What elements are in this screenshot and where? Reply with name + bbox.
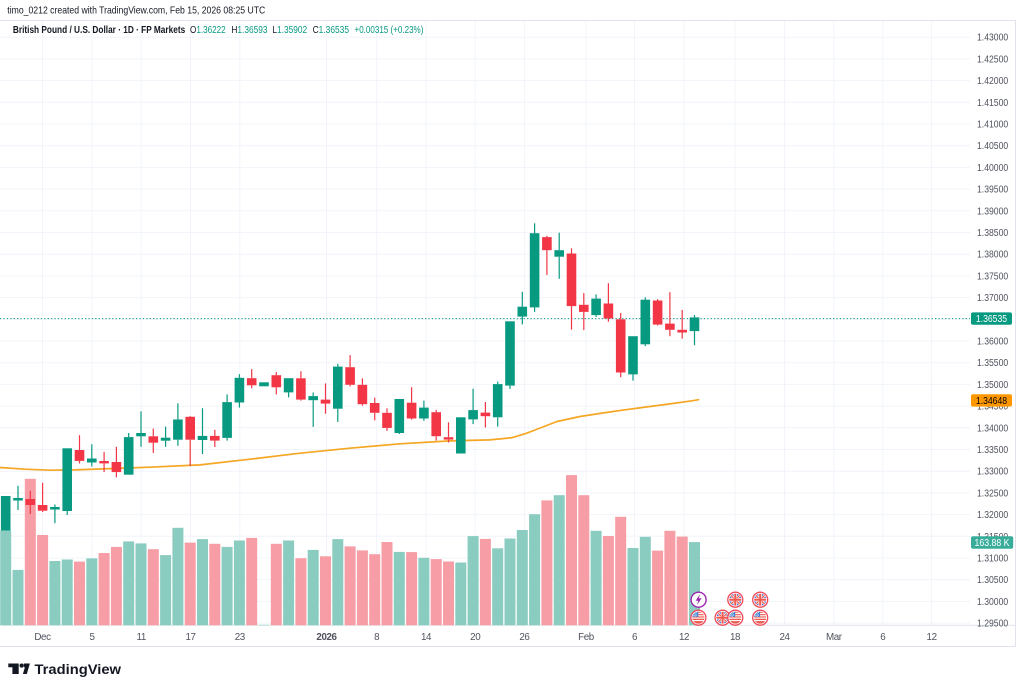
- svg-text:1.37000: 1.37000: [977, 293, 1009, 304]
- svg-text:14: 14: [421, 632, 432, 643]
- svg-text:163.88 K: 163.88 K: [975, 538, 1010, 549]
- svg-text:C1.36535: C1.36535: [313, 25, 350, 36]
- svg-text:Feb: Feb: [578, 632, 595, 643]
- svg-text:1.32000: 1.32000: [977, 510, 1009, 521]
- svg-text:23: 23: [235, 632, 246, 643]
- svg-text:1.37500: 1.37500: [977, 271, 1009, 282]
- svg-text:1.35500: 1.35500: [977, 358, 1009, 369]
- svg-text:British Pound / U.S. Dollar ·: British Pound / U.S. Dollar · 1D · FP Ma…: [13, 25, 186, 36]
- svg-text:TradingView: TradingView: [35, 661, 122, 677]
- svg-text:Mar: Mar: [826, 632, 843, 643]
- svg-text:1.39000: 1.39000: [977, 206, 1009, 217]
- svg-text:1.38500: 1.38500: [977, 228, 1009, 239]
- svg-text:1.42500: 1.42500: [977, 54, 1009, 65]
- svg-text:8: 8: [374, 632, 380, 643]
- svg-text:5: 5: [89, 632, 95, 643]
- svg-text:1.34648: 1.34648: [976, 396, 1008, 407]
- svg-text:1.40500: 1.40500: [977, 141, 1009, 152]
- svg-text:24: 24: [779, 632, 790, 643]
- svg-text:1.36000: 1.36000: [977, 337, 1009, 348]
- svg-text:1.29500: 1.29500: [977, 619, 1009, 630]
- svg-text:L1.35902: L1.35902: [272, 25, 307, 36]
- svg-text:H1.36593: H1.36593: [231, 25, 267, 36]
- svg-text:20: 20: [470, 632, 481, 643]
- svg-text:1.35000: 1.35000: [977, 380, 1009, 391]
- svg-text:2026: 2026: [316, 632, 337, 643]
- svg-text:1.33000: 1.33000: [977, 467, 1009, 478]
- svg-text:1.32500: 1.32500: [977, 488, 1009, 499]
- svg-text:1.42000: 1.42000: [977, 76, 1009, 87]
- svg-text:1.30500: 1.30500: [977, 575, 1009, 586]
- svg-text:1.31000: 1.31000: [977, 554, 1009, 565]
- svg-text:1.39500: 1.39500: [977, 185, 1009, 196]
- svg-text:1.38000: 1.38000: [977, 250, 1009, 261]
- svg-text:Dec: Dec: [34, 632, 51, 643]
- svg-text:1.36535: 1.36535: [976, 314, 1008, 325]
- svg-text:1.33500: 1.33500: [977, 445, 1009, 456]
- svg-text:1.30000: 1.30000: [977, 597, 1009, 608]
- svg-text:1.43000: 1.43000: [977, 33, 1009, 44]
- svg-text:1.34500: 1.34500: [977, 402, 1009, 413]
- svg-text:1.41000: 1.41000: [977, 120, 1009, 131]
- svg-text:17: 17: [185, 632, 195, 643]
- svg-text:timo_0212 created with Trading: timo_0212 created with TradingView.com, …: [7, 5, 265, 16]
- svg-text:O1.36222: O1.36222: [190, 25, 226, 36]
- svg-text:26: 26: [519, 632, 530, 643]
- svg-text:6: 6: [880, 632, 886, 643]
- svg-text:11: 11: [137, 632, 146, 643]
- svg-text:12: 12: [679, 632, 689, 643]
- svg-text:1.41500: 1.41500: [977, 98, 1009, 109]
- svg-text:12: 12: [927, 632, 937, 643]
- svg-text:6: 6: [632, 632, 638, 643]
- svg-text:1.40000: 1.40000: [977, 163, 1009, 174]
- svg-text:+0.00315 (+0.23%): +0.00315 (+0.23%): [355, 25, 424, 36]
- svg-text:1.34000: 1.34000: [977, 423, 1009, 434]
- svg-text:18: 18: [730, 632, 741, 643]
